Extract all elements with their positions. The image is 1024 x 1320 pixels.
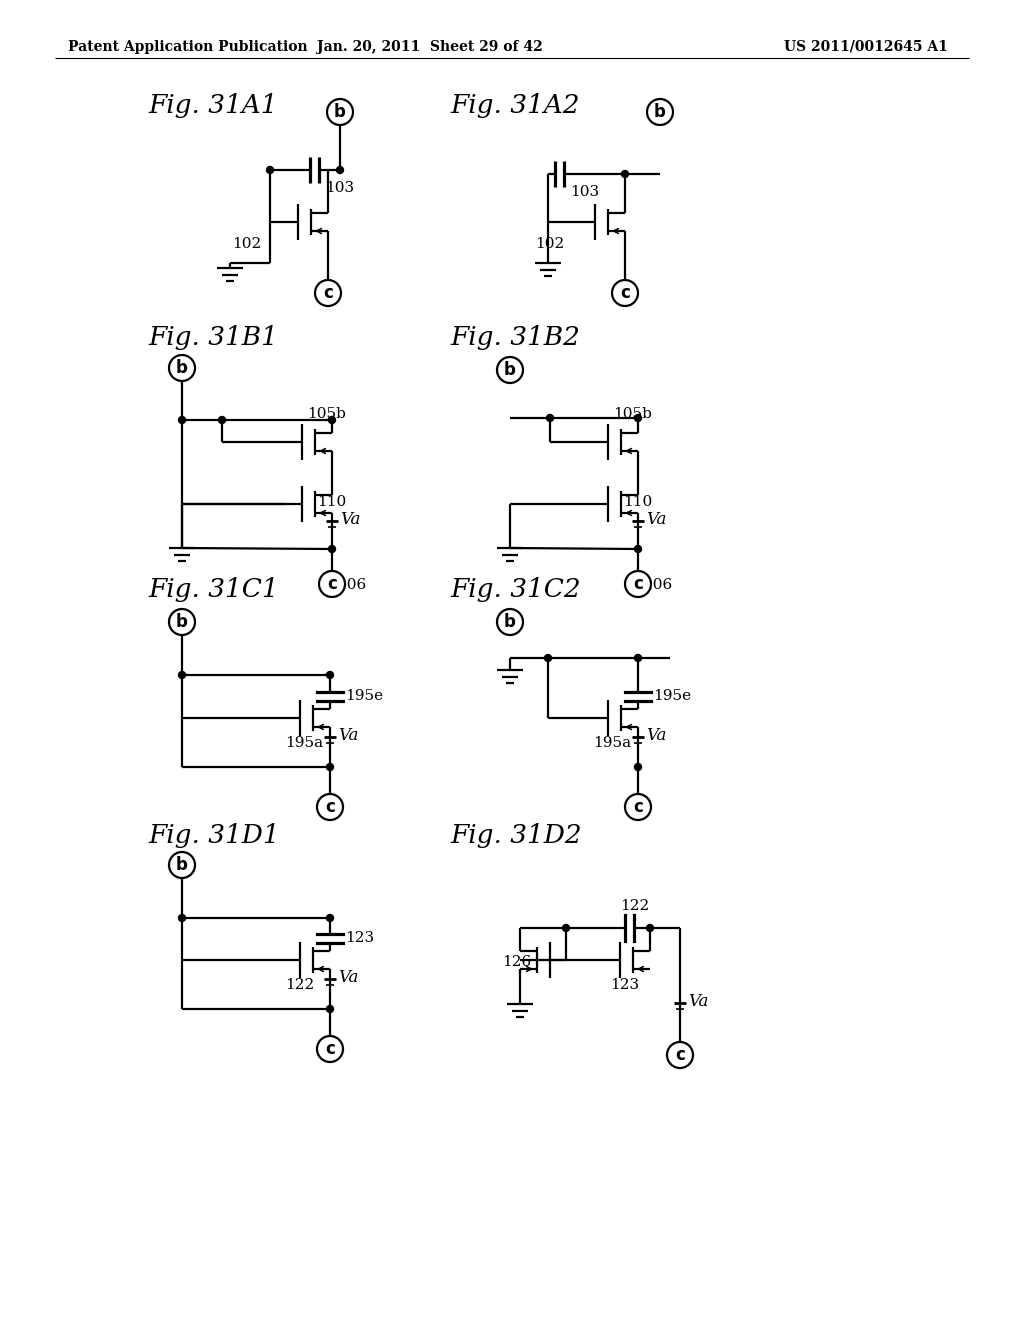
- Circle shape: [497, 609, 523, 635]
- Text: 123: 123: [345, 931, 374, 945]
- Text: b: b: [654, 103, 666, 121]
- Text: b: b: [176, 855, 188, 874]
- Text: Patent Application Publication: Patent Application Publication: [68, 40, 307, 54]
- Circle shape: [646, 924, 653, 932]
- Circle shape: [327, 672, 334, 678]
- Text: Jan. 20, 2011  Sheet 29 of 42: Jan. 20, 2011 Sheet 29 of 42: [317, 40, 543, 54]
- Text: 195a: 195a: [285, 737, 324, 750]
- Text: 126: 126: [502, 954, 531, 969]
- Circle shape: [635, 414, 641, 421]
- Text: Fig. 31B2: Fig. 31B2: [450, 326, 580, 351]
- Text: 103: 103: [325, 181, 354, 195]
- Text: c: c: [325, 1040, 335, 1059]
- Text: 105b: 105b: [307, 407, 346, 421]
- Circle shape: [545, 655, 552, 661]
- Text: US 2011/0012645 A1: US 2011/0012645 A1: [784, 40, 948, 54]
- Circle shape: [169, 355, 195, 381]
- Circle shape: [317, 1036, 343, 1063]
- Text: Va: Va: [646, 726, 667, 743]
- Text: Fig. 31D1: Fig. 31D1: [148, 822, 280, 847]
- Text: 195a: 195a: [593, 737, 631, 750]
- Circle shape: [635, 655, 641, 661]
- Text: c: c: [621, 284, 630, 302]
- Circle shape: [178, 915, 185, 921]
- Text: c: c: [325, 799, 335, 816]
- Text: c: c: [327, 576, 337, 593]
- Circle shape: [622, 170, 629, 177]
- Circle shape: [329, 417, 336, 424]
- Circle shape: [547, 414, 554, 421]
- Circle shape: [562, 924, 569, 932]
- Text: Va: Va: [340, 511, 360, 528]
- Circle shape: [317, 795, 343, 820]
- Text: Fig. 31C2: Fig. 31C2: [450, 578, 581, 602]
- Text: b: b: [176, 612, 188, 631]
- Text: Fig. 31B1: Fig. 31B1: [148, 326, 278, 351]
- Text: Va: Va: [338, 969, 358, 986]
- Circle shape: [315, 280, 341, 306]
- Circle shape: [625, 795, 651, 820]
- Text: 195e: 195e: [345, 689, 383, 704]
- Text: c: c: [675, 1045, 685, 1064]
- Text: b: b: [504, 360, 516, 379]
- Circle shape: [266, 166, 273, 173]
- Circle shape: [612, 280, 638, 306]
- Text: b: b: [504, 612, 516, 631]
- Text: 122: 122: [620, 899, 649, 913]
- Circle shape: [327, 915, 334, 921]
- Circle shape: [667, 1041, 693, 1068]
- Text: 102: 102: [535, 238, 564, 251]
- Text: Fig. 31A2: Fig. 31A2: [450, 94, 580, 119]
- Circle shape: [327, 763, 334, 771]
- Text: 103: 103: [570, 185, 599, 199]
- Text: 195e: 195e: [653, 689, 691, 704]
- Circle shape: [647, 99, 673, 125]
- Text: Fig. 31C1: Fig. 31C1: [148, 578, 279, 602]
- Text: 106: 106: [643, 578, 672, 591]
- Text: 105b: 105b: [613, 407, 652, 421]
- Text: 122: 122: [285, 978, 314, 993]
- Text: 110: 110: [623, 495, 652, 510]
- Circle shape: [635, 545, 641, 553]
- Text: 106: 106: [337, 578, 367, 591]
- Text: 102: 102: [232, 238, 261, 251]
- Text: 123: 123: [610, 978, 639, 993]
- Text: c: c: [323, 284, 333, 302]
- Text: b: b: [176, 359, 188, 378]
- Circle shape: [169, 609, 195, 635]
- Circle shape: [329, 545, 336, 553]
- Circle shape: [337, 166, 343, 173]
- Text: Va: Va: [646, 511, 667, 528]
- Circle shape: [178, 417, 185, 424]
- Circle shape: [319, 572, 345, 597]
- Circle shape: [178, 672, 185, 678]
- Text: Fig. 31D2: Fig. 31D2: [450, 822, 582, 847]
- Circle shape: [327, 99, 353, 125]
- Circle shape: [635, 763, 641, 771]
- Text: b: b: [334, 103, 346, 121]
- Text: c: c: [633, 799, 643, 816]
- Text: Va: Va: [688, 993, 709, 1010]
- Circle shape: [327, 1006, 334, 1012]
- Text: 110: 110: [317, 495, 346, 510]
- Text: Va: Va: [338, 726, 358, 743]
- Circle shape: [625, 572, 651, 597]
- Circle shape: [218, 417, 225, 424]
- Circle shape: [497, 356, 523, 383]
- Text: c: c: [633, 576, 643, 593]
- Circle shape: [169, 851, 195, 878]
- Text: Fig. 31A1: Fig. 31A1: [148, 94, 278, 119]
